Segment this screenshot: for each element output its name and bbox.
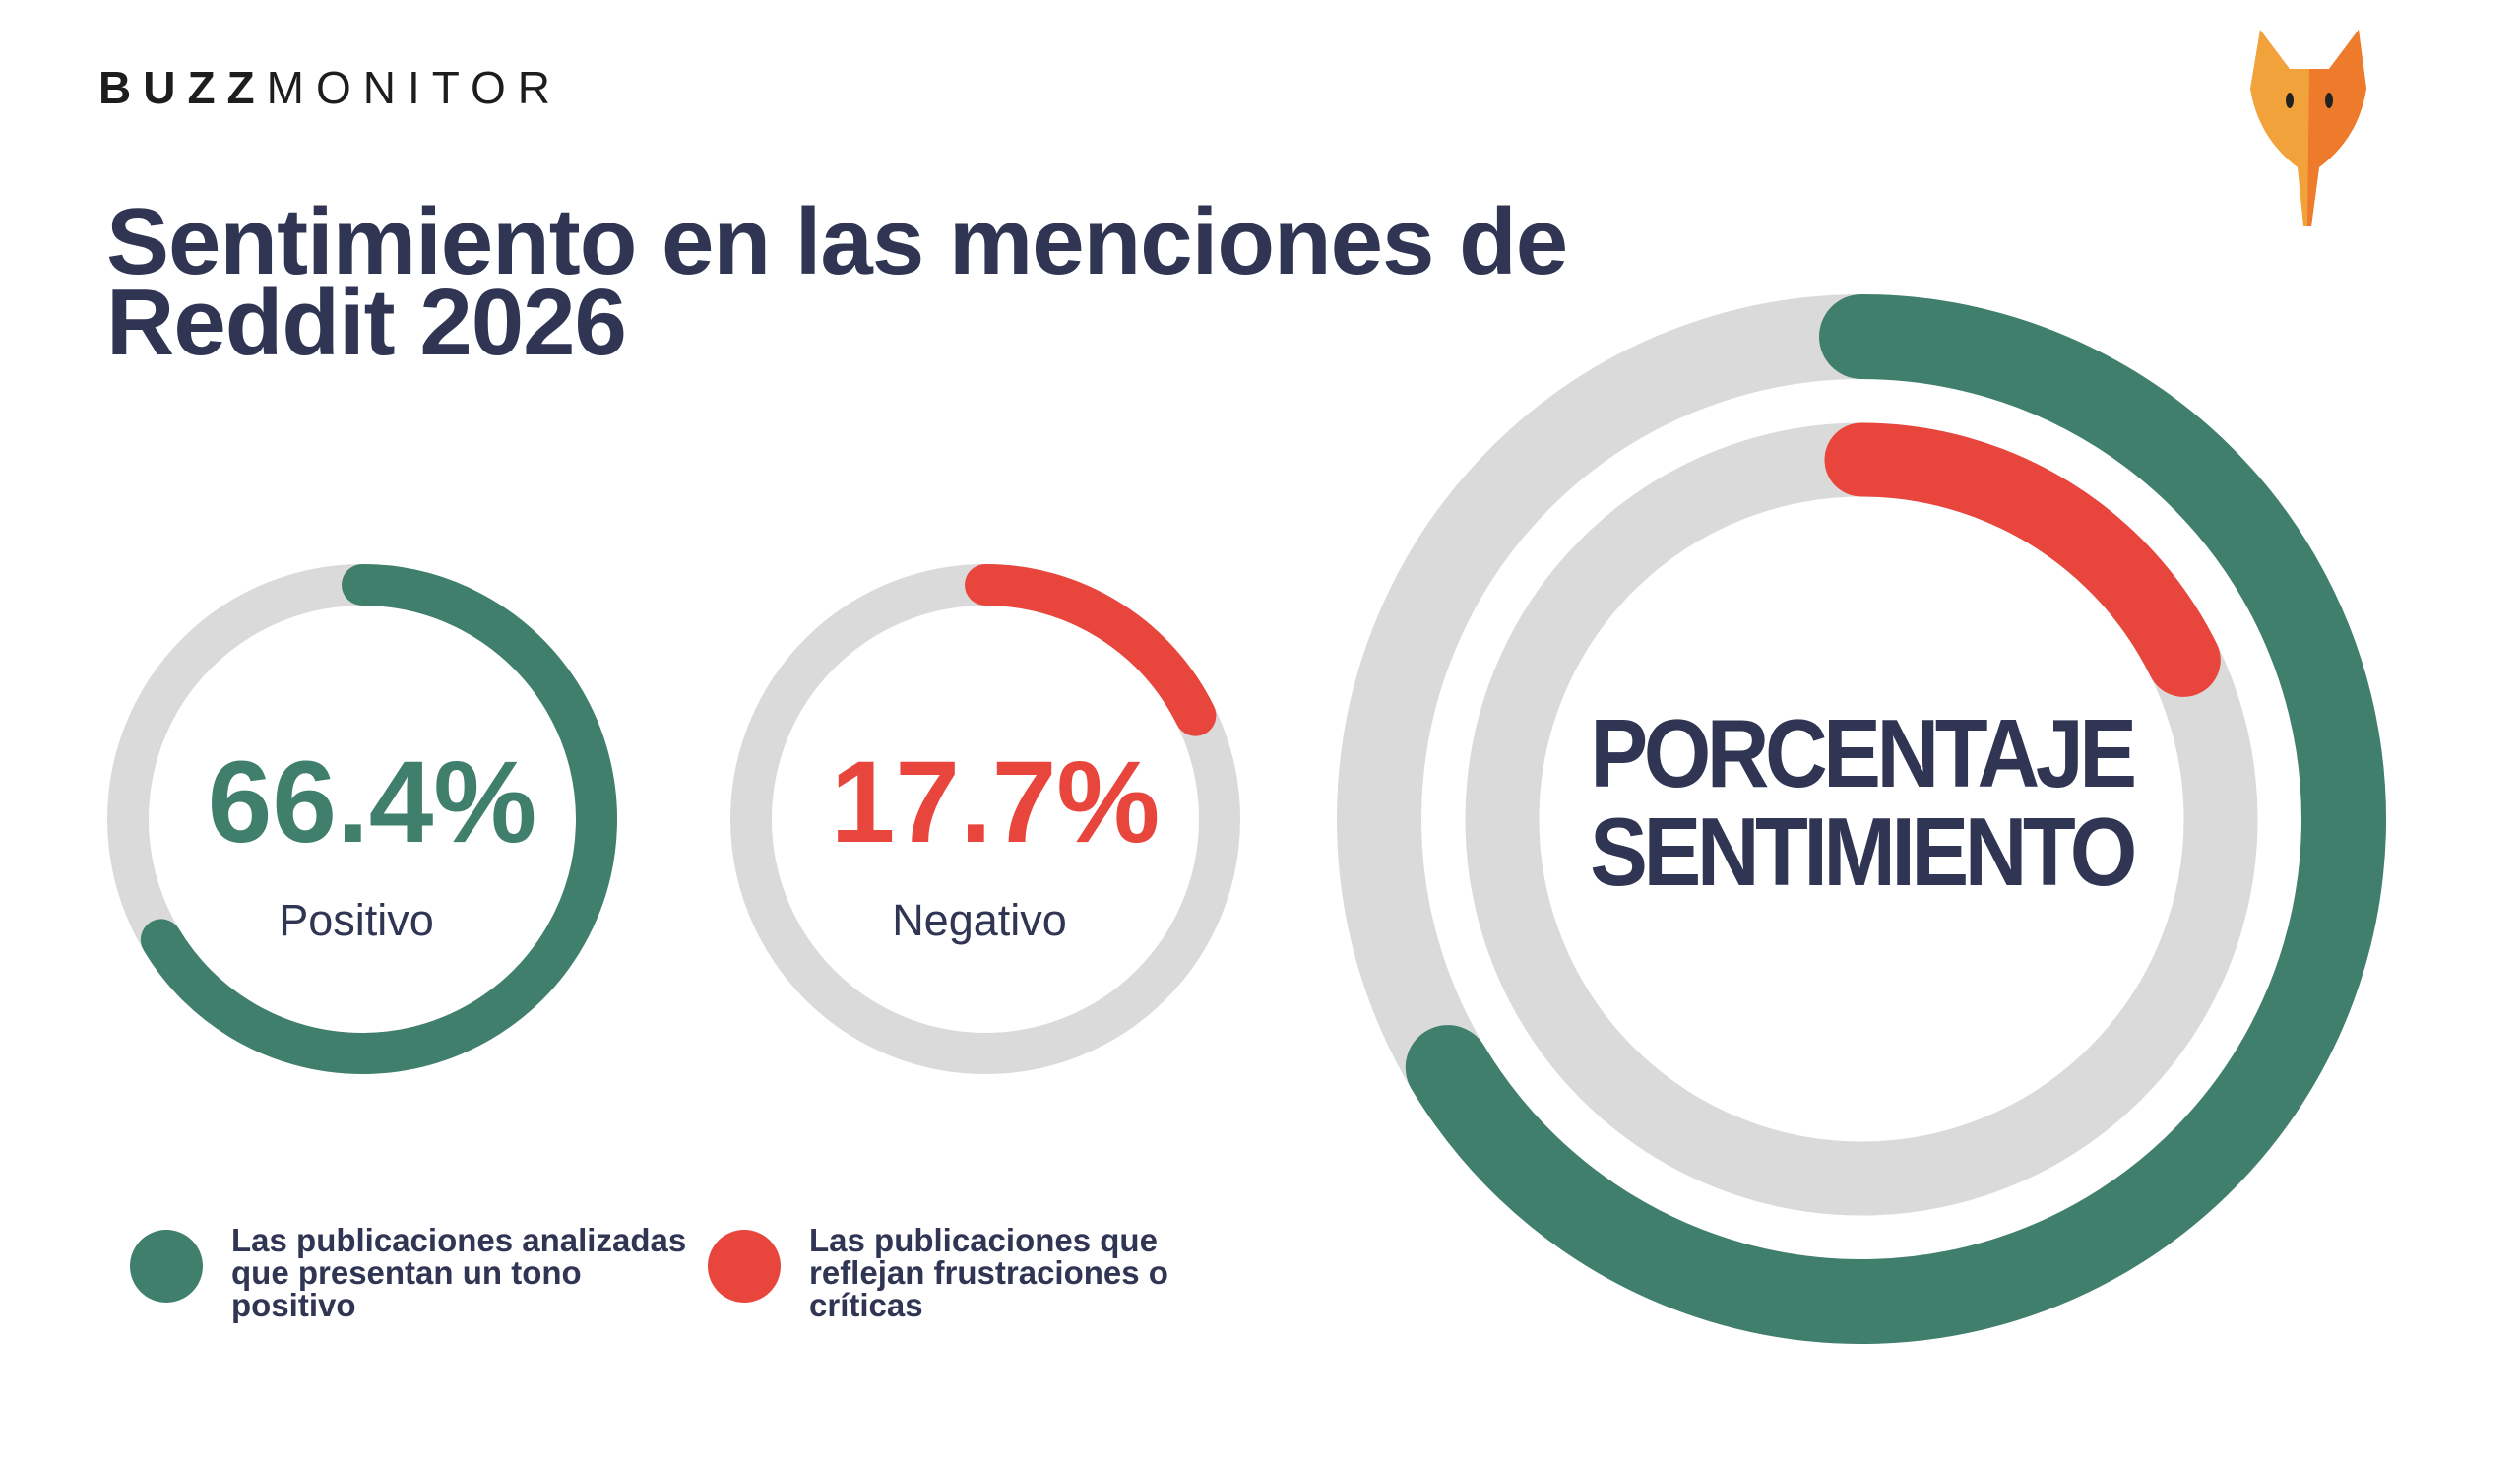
donut-arc <box>140 564 617 1074</box>
brand-logo: BUZZMONITOR <box>98 61 562 114</box>
fox-icon <box>2250 30 2366 226</box>
title: Sentimiento en las menciones de Reddit 2… <box>106 189 1568 375</box>
value-label: 66.4% <box>208 737 537 867</box>
legend-swatch <box>708 1230 781 1303</box>
series-name: Positivo <box>279 895 434 945</box>
legend-text: Las publicaciones que reflejan frustraci… <box>809 1222 1168 1323</box>
legend-swatch <box>130 1230 203 1303</box>
brand-bold: BUZZ <box>98 62 267 113</box>
donut-arc <box>965 564 1217 736</box>
big-ring-arc <box>1405 294 2386 1344</box>
series-name: Negativo <box>892 895 1067 945</box>
big-ring-arc <box>1824 422 2221 697</box>
value-label: 17.7% <box>831 737 1161 867</box>
center-label: PORCENTAJE SENTIMIENTO <box>1590 699 2137 906</box>
legend-text: Las publicaciones analizadas que present… <box>231 1222 687 1323</box>
brand-light: MONITOR <box>266 62 563 113</box>
